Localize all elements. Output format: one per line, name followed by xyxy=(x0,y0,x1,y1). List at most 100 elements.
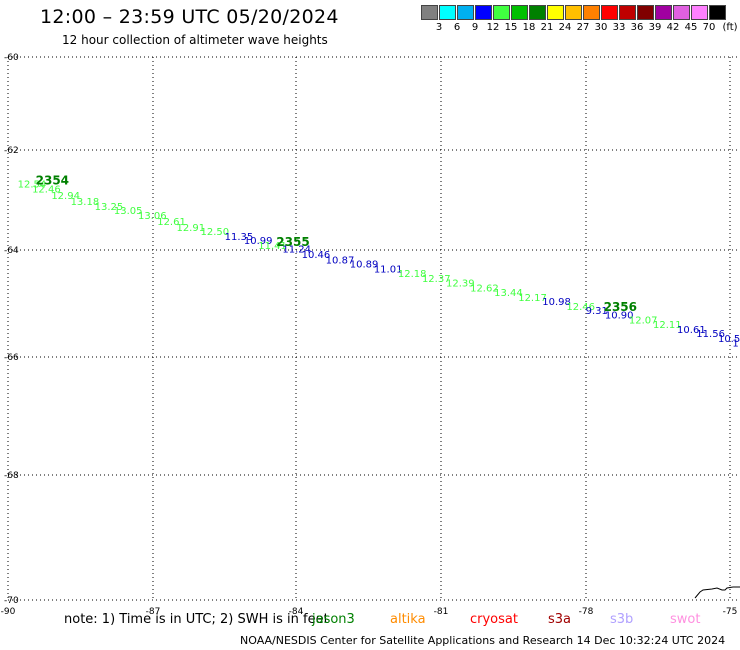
legend-label: 45 xyxy=(684,22,698,33)
wave-height-label: 13.05 xyxy=(114,206,143,217)
lat-tick-label: -62 xyxy=(4,146,19,156)
wave-height-label: 13.18 xyxy=(71,197,100,208)
wave-height-label: 10.98 xyxy=(542,297,571,308)
legend-label: 39 xyxy=(648,22,662,33)
wave-height-label: 9.31 xyxy=(586,306,608,317)
satellite-name: jason3 xyxy=(312,612,355,627)
wave-height-label: 11 xyxy=(732,338,740,349)
wave-height-label: 12.61 xyxy=(157,217,186,228)
legend-label: 12 xyxy=(486,22,500,33)
lon-tick-label: -75 xyxy=(723,607,738,617)
wave-height-label: 11.56 xyxy=(696,329,725,340)
wave-height-label: 12.62 xyxy=(470,284,499,295)
pass-id-label: 2356 xyxy=(604,300,637,314)
satellite-name: s3a xyxy=(548,612,572,627)
wave-height-label: 11.24 xyxy=(282,245,311,256)
wave-height-label: 12.54 xyxy=(18,180,47,191)
wave-height-label: 12.17 xyxy=(518,293,547,304)
credit-line: NOAA/NESDIS Center for Satellite Applica… xyxy=(240,634,726,647)
wave-height-label: 13.25 xyxy=(95,202,124,213)
legend-label: 42 xyxy=(666,22,680,33)
wave-height-label: 12.50 xyxy=(201,227,230,238)
legend-label: 3 xyxy=(435,22,443,33)
legend-swatch xyxy=(529,5,546,20)
wave-height-label: 13.06 xyxy=(138,211,167,222)
wave-height-label: 12.11 xyxy=(653,320,682,331)
legend-swatch xyxy=(493,5,510,20)
wave-height-label: 12.91 xyxy=(176,223,205,234)
wave-height-label: 12.37 xyxy=(422,274,451,285)
legend-swatch xyxy=(673,5,690,20)
legend-label: 6 xyxy=(453,22,461,33)
wave-height-label: 11.01 xyxy=(374,264,403,275)
legend-swatch xyxy=(457,5,474,20)
wave-height-label: 10.46 xyxy=(302,250,331,261)
legend-swatch xyxy=(709,5,726,20)
satellite-name: swot xyxy=(670,612,701,627)
lon-tick-label: -90 xyxy=(1,607,16,617)
wave-height-label: 10.90 xyxy=(605,310,634,321)
wave-height-label: 12.39 xyxy=(446,278,475,289)
legend-label: 70 xyxy=(702,22,716,33)
wave-height-label: 10.87 xyxy=(326,255,355,266)
lat-tick-label: -66 xyxy=(4,353,19,363)
map-subtitle: 12 hour collection of altimeter wave hei… xyxy=(62,33,328,47)
lon-tick-label: -81 xyxy=(434,607,449,617)
legend-label: 27 xyxy=(576,22,590,33)
axis-tick-labels: -60 -62 -64 -66 -68 -70-90 -87 -84 -81 -78 -75 xyxy=(1,53,738,617)
satellite-pass: 12.5412.4612.9413.1813.2513.0513.0612.61… xyxy=(18,174,273,248)
wave-height-label: 12.94 xyxy=(51,191,80,202)
wave-height-label: 10.55 xyxy=(718,334,740,345)
map-grid xyxy=(7,56,740,601)
wave-height-label: 12.18 xyxy=(398,269,427,280)
lat-tick-label: -70 xyxy=(4,596,19,606)
legend-label: 18 xyxy=(522,22,536,33)
legend-label: 9 xyxy=(471,22,479,33)
wave-height-label: 12.07 xyxy=(629,315,658,326)
wave-height-label: 13.44 xyxy=(494,288,523,299)
legend-unit: (ft) xyxy=(722,22,738,33)
satellite-name: cryosat xyxy=(470,612,518,627)
wave-height-label: 12.46 xyxy=(32,185,61,196)
legend-label: 15 xyxy=(504,22,518,33)
legend-label: 30 xyxy=(594,22,608,33)
lat-tick-label: -64 xyxy=(4,246,19,256)
legend-label: 33 xyxy=(612,22,626,33)
lon-tick-label: -84 xyxy=(289,607,304,617)
legend-label: 24 xyxy=(558,22,572,33)
legend-swatch xyxy=(583,5,600,20)
pass-id-label: 2354 xyxy=(36,174,69,188)
wave-height-label: 10.99 xyxy=(244,236,273,247)
legend-swatch xyxy=(637,5,654,20)
altimeter-tracks: 12.5412.4612.9413.1813.2513.0513.0612.61… xyxy=(18,174,740,350)
satellite-name: s3b xyxy=(610,612,634,627)
wave-height-label: 11.35 xyxy=(225,232,254,243)
legend-swatch xyxy=(511,5,528,20)
lon-tick-label: -87 xyxy=(146,607,161,617)
lon-tick-label: -78 xyxy=(579,607,594,617)
legend-swatch xyxy=(421,5,438,20)
wave-height-label: 12.46 xyxy=(566,302,595,313)
satellite-pass: 11.4111.2410.4610.8710.8911.0112.1812.37… xyxy=(258,235,595,313)
coastline xyxy=(694,586,740,599)
lat-tick-label: -68 xyxy=(4,471,19,481)
pass-id-label: 2355 xyxy=(276,235,309,249)
legend-swatch xyxy=(475,5,492,20)
wave-height-label: 10.89 xyxy=(350,260,379,271)
satellite-name: altika xyxy=(390,612,426,627)
wave-height-label: 10.61 xyxy=(677,325,706,336)
footnote: note: 1) Time is in UTC; 2) SWH is in fe… xyxy=(64,612,329,627)
map-title: 12:00 – 23:59 UTC 05/20/2024 xyxy=(40,6,339,28)
legend-swatch xyxy=(547,5,564,20)
legend-label: 21 xyxy=(540,22,554,33)
legend-swatch xyxy=(565,5,582,20)
legend-swatch xyxy=(691,5,708,20)
wave-height-label: 11.41 xyxy=(258,241,287,252)
legend-swatch xyxy=(655,5,672,20)
legend-swatch xyxy=(601,5,618,20)
legend-swatch xyxy=(439,5,456,20)
lat-tick-label: -60 xyxy=(4,53,19,63)
legend-swatch xyxy=(619,5,636,20)
